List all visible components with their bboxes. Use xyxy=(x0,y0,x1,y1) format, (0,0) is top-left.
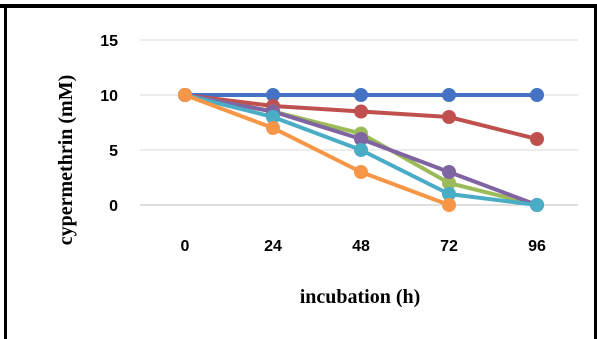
data-point xyxy=(354,88,368,102)
x-tick-label: 96 xyxy=(528,238,546,255)
frame-border-top xyxy=(0,4,597,8)
data-point xyxy=(530,198,544,212)
data-point xyxy=(442,88,456,102)
data-point xyxy=(266,121,280,135)
data-point xyxy=(442,110,456,124)
x-tick-label: 24 xyxy=(264,238,282,255)
data-point xyxy=(354,165,368,179)
data-point xyxy=(442,198,456,212)
data-point xyxy=(442,187,456,201)
series-1 xyxy=(178,88,544,102)
data-point xyxy=(354,132,368,146)
gridlines xyxy=(140,39,578,206)
data-point xyxy=(530,88,544,102)
x-tick-labels: 0 24 48 72 96 xyxy=(181,238,546,255)
data-point xyxy=(530,132,544,146)
data-point xyxy=(266,110,280,124)
x-tick-label: 0 xyxy=(181,238,190,255)
data-point xyxy=(354,104,368,119)
frame-border-right xyxy=(594,4,597,339)
series-6 xyxy=(178,88,456,212)
series-line xyxy=(184,93,450,207)
x-tick-label: 48 xyxy=(352,238,370,255)
y-axis-title: cypermethrin (mM) xyxy=(55,75,77,246)
x-axis-title: incubation (h) xyxy=(300,286,421,308)
y-tick-label: 10 xyxy=(100,88,118,105)
data-point xyxy=(178,88,192,102)
y-tick-labels: 0 5 10 15 xyxy=(100,33,118,215)
series-lines xyxy=(178,88,544,212)
data-point xyxy=(442,165,456,179)
y-tick-label: 0 xyxy=(109,198,118,215)
frame-border-left xyxy=(4,4,7,339)
y-tick-label: 15 xyxy=(100,33,118,50)
data-point xyxy=(442,176,456,190)
y-tick-label: 5 xyxy=(109,143,118,160)
x-tick-label: 72 xyxy=(440,238,458,255)
data-point xyxy=(354,143,368,157)
data-point xyxy=(266,88,280,102)
